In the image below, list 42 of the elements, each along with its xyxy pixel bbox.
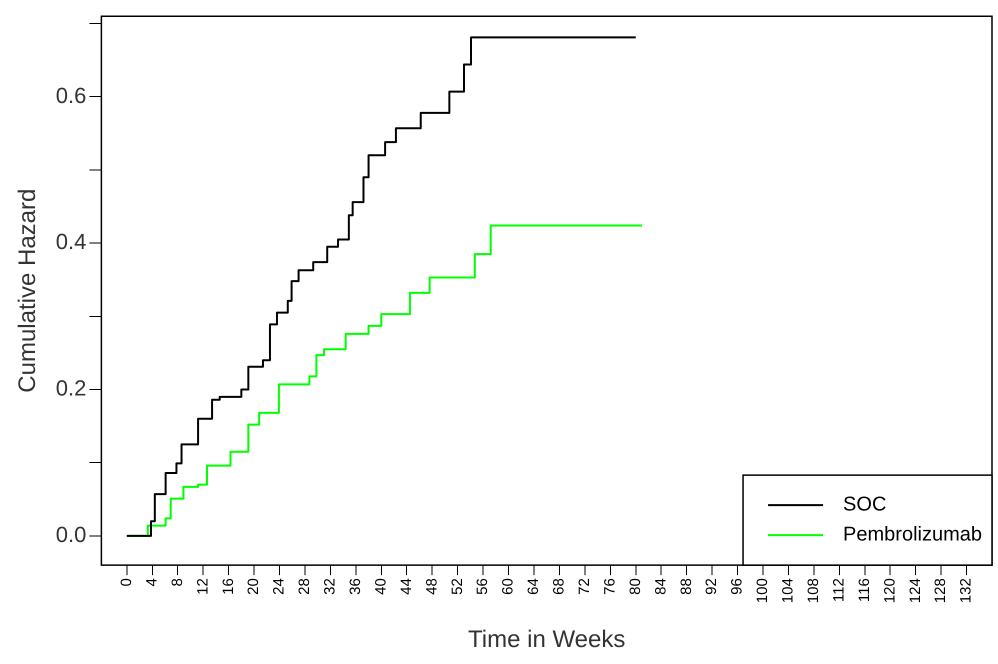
- x-tick-label: 120: [881, 578, 898, 604]
- x-axis-title: Time in Weeks: [468, 626, 626, 654]
- x-tick-label: 16: [220, 578, 237, 595]
- x-tick-label: 44: [398, 578, 415, 595]
- legend-label: SOC: [843, 494, 886, 516]
- x-tick-label: 60: [500, 578, 517, 595]
- y-tick-label: 0.2: [56, 376, 86, 401]
- x-tick-label: 20: [245, 578, 262, 595]
- x-tick-label: 132: [958, 578, 975, 604]
- x-tick-label: 48: [423, 578, 440, 595]
- x-tick-label: 104: [780, 578, 797, 604]
- x-tick-label: 92: [703, 578, 720, 595]
- x-tick-label: 12: [194, 578, 212, 595]
- x-tick-label: 72: [576, 578, 593, 595]
- x-tick-label: 112: [830, 578, 848, 602]
- x-tick-label: 116: [856, 578, 873, 602]
- x-tick-label: 40: [372, 578, 390, 595]
- x-tick-label: 88: [678, 578, 695, 595]
- x-tick-label: 28: [296, 578, 314, 595]
- x-tick-label: 4: [143, 578, 160, 587]
- x-tick-label: 64: [525, 578, 542, 595]
- x-tick-label: 80: [626, 578, 644, 595]
- x-tick-label: 52: [448, 578, 466, 595]
- x-tick-label: 76: [601, 578, 618, 595]
- x-tick-label: 68: [550, 578, 568, 595]
- x-tick-label: 36: [346, 578, 364, 595]
- x-tick-label: 108: [805, 578, 822, 604]
- x-tick-label: 124: [906, 578, 924, 604]
- x-tick-label: 56: [474, 578, 492, 595]
- x-tick-label: 84: [652, 578, 670, 595]
- legend-label: Pembrolizumab: [843, 524, 982, 546]
- y-axis-title: Cumulative Hazard: [14, 188, 42, 393]
- x-tick-label: 24: [270, 578, 288, 595]
- y-tick-label: 0.0: [56, 522, 86, 547]
- x-tick-label: 128: [932, 578, 950, 604]
- y-tick-label: 0.4: [56, 229, 86, 254]
- y-tick-label: 0.6: [56, 82, 86, 108]
- x-tick-label: 100: [754, 578, 772, 604]
- x-tick-label: 0: [118, 578, 135, 587]
- x-tick-label: 8: [168, 578, 186, 587]
- x-tick-label: 96: [728, 578, 746, 595]
- x-tick-label: 32: [322, 578, 339, 595]
